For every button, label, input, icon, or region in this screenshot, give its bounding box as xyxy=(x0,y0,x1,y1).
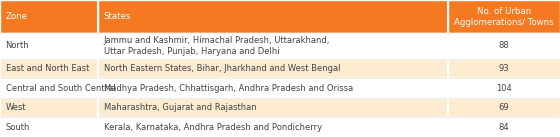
Text: North: North xyxy=(6,41,29,50)
Bar xyxy=(448,59,560,78)
Text: 104: 104 xyxy=(496,84,512,93)
Bar xyxy=(98,78,448,98)
Text: States: States xyxy=(104,12,131,21)
Bar xyxy=(448,33,560,59)
Bar xyxy=(98,33,448,59)
Text: Jammu and Kashmir, Himachal Pradesh, Uttarakhand,
Uttar Pradesh, Punjab, Haryana: Jammu and Kashmir, Himachal Pradesh, Utt… xyxy=(104,36,330,56)
Text: Madhya Pradesh, Chhattisgarh, Andhra Pradesh and Orissa: Madhya Pradesh, Chhattisgarh, Andhra Pra… xyxy=(104,84,353,93)
Bar xyxy=(0,59,98,78)
Text: 84: 84 xyxy=(499,123,509,132)
Text: 88: 88 xyxy=(498,41,510,50)
Text: Kerala, Karnataka, Andhra Pradesh and Pondicherry: Kerala, Karnataka, Andhra Pradesh and Po… xyxy=(104,123,322,132)
Bar xyxy=(448,0,560,33)
Text: Maharashtra, Gujarat and Rajasthan: Maharashtra, Gujarat and Rajasthan xyxy=(104,103,256,112)
Bar xyxy=(98,59,448,78)
Bar xyxy=(98,98,448,117)
Text: No. of Urban
Agglomerations/ Towns: No. of Urban Agglomerations/ Towns xyxy=(454,7,554,27)
Text: 69: 69 xyxy=(499,103,509,112)
Text: North Eastern States, Bihar, Jharkhand and West Bengal: North Eastern States, Bihar, Jharkhand a… xyxy=(104,64,340,73)
Text: South: South xyxy=(6,123,30,132)
Bar xyxy=(448,78,560,98)
Text: East and North East: East and North East xyxy=(6,64,89,73)
Bar xyxy=(0,33,98,59)
Bar xyxy=(448,117,560,137)
Bar xyxy=(0,98,98,117)
Bar xyxy=(0,78,98,98)
Text: 93: 93 xyxy=(499,64,509,73)
Text: West: West xyxy=(6,103,26,112)
Text: Central and South Central: Central and South Central xyxy=(6,84,115,93)
Bar xyxy=(98,0,448,33)
Bar xyxy=(0,0,98,33)
Bar xyxy=(448,98,560,117)
Bar xyxy=(98,117,448,137)
Bar xyxy=(0,117,98,137)
Text: Zone: Zone xyxy=(6,12,27,21)
